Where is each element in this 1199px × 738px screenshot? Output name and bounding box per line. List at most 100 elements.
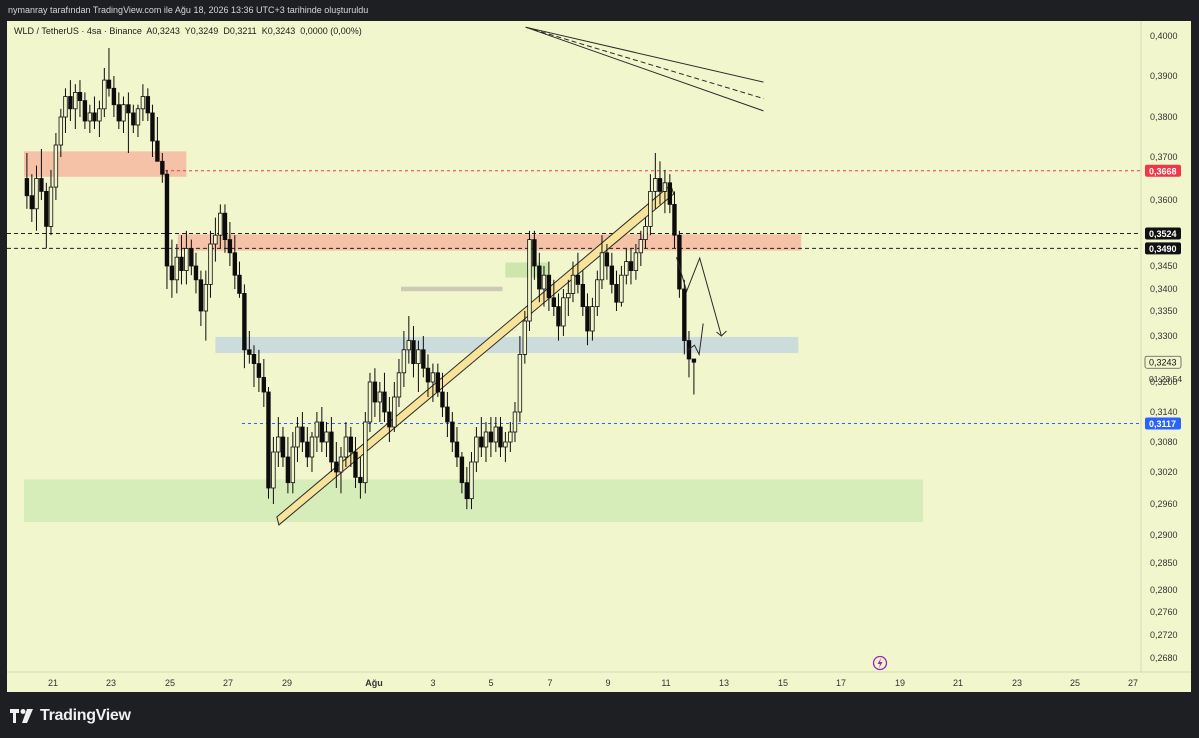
candle-body[interactable] xyxy=(667,182,673,205)
candle-body[interactable] xyxy=(174,256,180,281)
candle-body[interactable] xyxy=(97,108,102,122)
candle-body[interactable] xyxy=(271,451,276,489)
candle-body[interactable] xyxy=(276,436,281,453)
candle-body[interactable] xyxy=(421,349,426,369)
candle-body[interactable] xyxy=(184,247,189,271)
candle-body[interactable] xyxy=(300,426,305,443)
candle-body[interactable] xyxy=(39,178,44,192)
chart-area[interactable] xyxy=(7,21,1191,692)
candle-body[interactable] xyxy=(280,436,286,458)
candle-body[interactable] xyxy=(44,190,49,227)
candle-body[interactable] xyxy=(512,411,518,433)
candle-body[interactable] xyxy=(338,456,344,473)
candle-body[interactable] xyxy=(208,243,213,285)
candle-body[interactable] xyxy=(266,391,271,489)
candle-body[interactable] xyxy=(198,279,204,312)
candle-body[interactable] xyxy=(450,421,455,443)
time-scale[interactable] xyxy=(7,672,1191,692)
candle-body[interactable] xyxy=(247,349,252,355)
candle-body[interactable] xyxy=(392,396,397,428)
candle-body[interactable] xyxy=(218,212,223,236)
candle-body[interactable] xyxy=(570,274,576,294)
candle-body[interactable] xyxy=(53,144,59,188)
candle-body[interactable] xyxy=(285,456,291,484)
candle-body[interactable] xyxy=(546,274,552,299)
candle-body[interactable] xyxy=(585,306,590,332)
candle-body[interactable] xyxy=(353,451,358,478)
candle-body[interactable] xyxy=(324,431,329,443)
candle-body[interactable] xyxy=(203,283,209,312)
candle-body[interactable] xyxy=(527,239,532,322)
candle-body[interactable] xyxy=(566,292,571,299)
candle-body[interactable] xyxy=(425,367,431,383)
candle-body[interactable] xyxy=(445,406,450,423)
candle-body[interactable] xyxy=(150,112,155,142)
candle-body[interactable] xyxy=(628,261,634,272)
candle-body[interactable] xyxy=(532,239,537,267)
candle-body[interactable] xyxy=(609,265,615,285)
candle-body[interactable] xyxy=(474,436,479,463)
candle-body[interactable] xyxy=(662,182,668,192)
candle-body[interactable] xyxy=(305,441,310,458)
candle-body[interactable] xyxy=(73,92,78,110)
candle-body[interactable] xyxy=(595,279,600,307)
candle-body[interactable] xyxy=(488,431,494,443)
candle-body[interactable] xyxy=(387,411,392,428)
candle-body[interactable] xyxy=(155,140,160,162)
price-scale[interactable] xyxy=(1141,21,1191,672)
candle-body[interactable] xyxy=(614,283,619,303)
candle-body[interactable] xyxy=(34,178,39,210)
candle-body[interactable] xyxy=(261,376,267,393)
candle-body[interactable] xyxy=(638,239,644,254)
candle-body[interactable] xyxy=(382,391,387,413)
candle-body[interactable] xyxy=(24,178,30,197)
candle-body[interactable] xyxy=(459,456,465,484)
candle-body[interactable] xyxy=(319,421,325,443)
candle-body[interactable] xyxy=(401,349,407,374)
zone-mid[interactable] xyxy=(215,336,799,354)
candle-body[interactable] xyxy=(135,108,141,126)
candle-body[interactable] xyxy=(348,436,354,453)
candle-body[interactable] xyxy=(624,261,629,276)
candle-body[interactable] xyxy=(440,391,445,408)
candle-body[interactable] xyxy=(406,340,412,351)
candle-body[interactable] xyxy=(256,363,262,378)
candle-body[interactable] xyxy=(290,446,296,484)
candle-body[interactable] xyxy=(116,104,122,122)
candle-body[interactable] xyxy=(672,203,677,236)
candle-body[interactable] xyxy=(145,96,151,114)
descending-trendline[interactable] xyxy=(525,26,764,100)
candle-body[interactable] xyxy=(517,353,523,413)
candle-body[interactable] xyxy=(68,96,73,110)
candle-body[interactable] xyxy=(343,436,349,458)
candle-body[interactable] xyxy=(691,358,697,363)
candle-body[interactable] xyxy=(222,212,228,240)
candle-body[interactable] xyxy=(140,96,146,110)
candle-body[interactable] xyxy=(464,482,470,500)
price-tag-red[interactable] xyxy=(1145,164,1181,177)
candle-body[interactable] xyxy=(295,426,300,448)
candle-body[interactable] xyxy=(430,372,436,383)
candle-body[interactable] xyxy=(121,104,126,122)
candle-body[interactable] xyxy=(561,297,566,327)
candle-body[interactable] xyxy=(82,100,88,122)
candle-body[interactable] xyxy=(169,265,175,281)
candle-body[interactable] xyxy=(682,288,687,341)
candle-body[interactable] xyxy=(541,274,547,290)
candle-body[interactable] xyxy=(251,353,257,364)
candle-body[interactable] xyxy=(329,431,334,463)
candle-body[interactable] xyxy=(164,173,170,267)
candle-body[interactable] xyxy=(396,372,402,398)
candle-body[interactable] xyxy=(377,391,383,403)
tradingview-logo[interactable]: TradingView xyxy=(10,707,131,725)
lightning-icon[interactable] xyxy=(872,655,888,671)
candle-body[interactable] xyxy=(213,234,218,245)
candle-body[interactable] xyxy=(556,306,561,327)
candle-body[interactable] xyxy=(648,190,653,227)
candle-body[interactable] xyxy=(367,381,373,423)
price-tag-current[interactable] xyxy=(1144,355,1182,369)
candle-body[interactable] xyxy=(522,320,528,355)
candle-body[interactable] xyxy=(469,461,474,500)
candle-body[interactable] xyxy=(619,274,624,303)
